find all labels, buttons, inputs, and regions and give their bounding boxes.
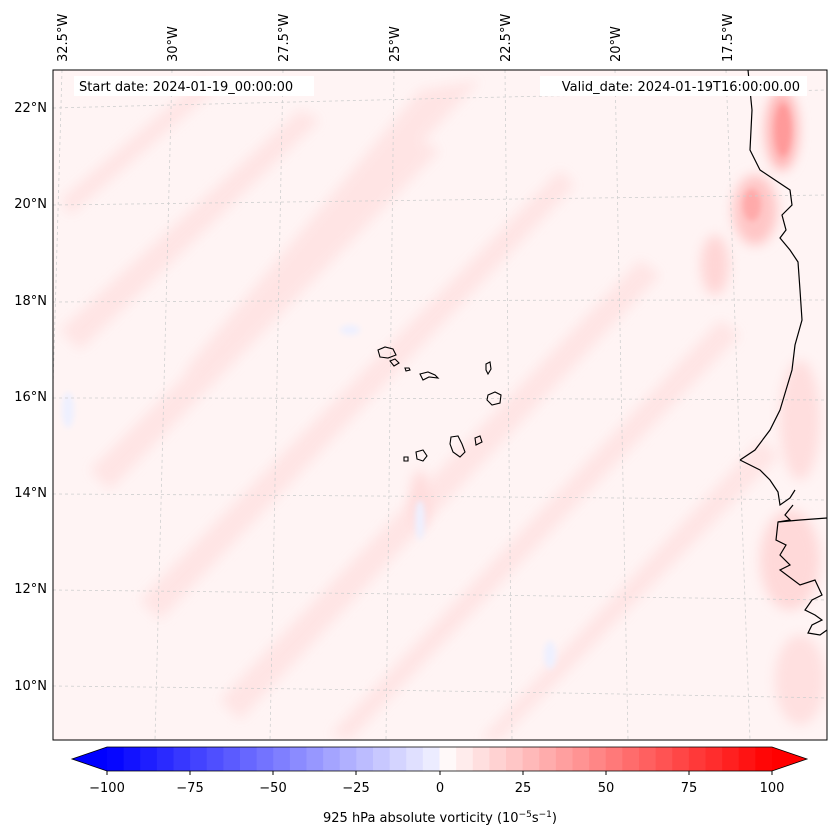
colorbar-cell [722, 747, 740, 771]
start-date-box [74, 76, 314, 96]
colorbar-cell [755, 747, 773, 771]
colorbar-cell [539, 747, 557, 771]
colorbar-cell [672, 747, 690, 771]
cb-tick-label: 75 [681, 781, 698, 796]
lon-label-27-5w: 27.5°W [277, 14, 292, 62]
colorbar-cell [190, 747, 208, 771]
map-frame [52, 69, 828, 741]
colorbar-cell [223, 747, 241, 771]
lon-label-20w: 20°W [609, 26, 624, 62]
colorbar-cell [107, 747, 125, 771]
colorbar-cell [705, 747, 723, 771]
latitude-labels: 22°N 20°N 18°N 16°N 14°N 12°N 10°N [14, 101, 47, 694]
colorbar-cell [738, 747, 756, 771]
colorbar-cell [123, 747, 141, 771]
cb-tick-label: −100 [89, 781, 125, 796]
valid-date-box [540, 76, 807, 96]
lon-label-32-5w: 32.5°W [56, 14, 71, 62]
cape-verde-islands [377, 346, 502, 462]
colorbar-cell [156, 747, 174, 771]
colorbar-extend-max [772, 747, 807, 771]
island-santo-antao [377, 346, 397, 359]
colorbar-cell [688, 747, 706, 771]
island-santa-luzia [404, 367, 411, 372]
lat-label-14n: 14°N [14, 486, 47, 501]
lon-label-17-5w: 17.5°W [721, 14, 736, 62]
island-brava [403, 456, 409, 462]
colorbar-cell [256, 747, 274, 771]
island-boa-vista [486, 391, 502, 406]
island-maio [474, 435, 483, 446]
africa-coast-south [739, 459, 827, 636]
colorbar-label: 925 hPa absolute vorticity (10−5s−1) [323, 810, 557, 826]
colorbar-cell [555, 747, 573, 771]
colorbar-cell [339, 747, 357, 771]
island-fogo [415, 449, 428, 462]
colorbar-extend-min [72, 747, 107, 771]
colorbar-cell [323, 747, 341, 771]
island-santiago [449, 435, 466, 458]
lat-label-18n: 18°N [14, 294, 47, 309]
colorbar-cells [107, 747, 773, 771]
colorbar: −100 −75 −50 −25 0 25 50 75 100 925 hPa … [70, 746, 809, 826]
island-sao-vicente [389, 358, 400, 367]
colorbar-cell [173, 747, 191, 771]
lat-label-10n: 10°N [14, 679, 47, 694]
colorbar-cell [572, 747, 590, 771]
colorbar-cell [389, 747, 407, 771]
colorbar-cell [655, 747, 673, 771]
cb-tick-label: 0 [436, 781, 444, 796]
lat-label-12n: 12°N [14, 582, 47, 597]
colorbar-cell [140, 747, 158, 771]
lat-label-22n: 22°N [14, 101, 47, 116]
valid-date-text: Valid_date: 2024-01-19T16:00:00.00 [562, 80, 800, 95]
cb-tick-label: 100 [760, 781, 785, 796]
coastlines [739, 70, 827, 636]
map-panel: Start date: 2024-01-19_00:00:00 Valid_da… [52, 69, 828, 741]
lon-label-25w: 25°W [388, 26, 403, 62]
island-sal [485, 361, 492, 376]
colorbar-cell [439, 747, 457, 771]
colorbar-cell [356, 747, 374, 771]
colorbar-cell [472, 747, 490, 771]
graticule [53, 70, 827, 740]
colorbar-cell [373, 747, 391, 771]
africa-coast-north [739, 70, 803, 461]
colorbar-cell [306, 747, 324, 771]
colorbar-cell [240, 747, 258, 771]
colorbar-cell [422, 747, 440, 771]
colorbar-cell [639, 747, 657, 771]
lon-label-30w: 30°W [166, 26, 181, 62]
lon-label-22-5w: 22.5°W [499, 14, 514, 62]
colorbar-cell [622, 747, 640, 771]
lat-label-16n: 16°N [14, 390, 47, 405]
colorbar-cell [605, 747, 623, 771]
colorbar-ticks [106, 771, 773, 775]
island-sao-nicolau [419, 371, 440, 381]
start-date-text: Start date: 2024-01-19_00:00:00 [79, 80, 293, 95]
colorbar-cell [289, 747, 307, 771]
colorbar-cell [273, 747, 291, 771]
colorbar-cell [456, 747, 474, 771]
colorbar-cell [489, 747, 507, 771]
cb-tick-label: −25 [342, 781, 369, 796]
colorbar-tick-labels: −100 −75 −50 −25 0 25 50 75 100 [89, 781, 784, 796]
colorbar-cell [522, 747, 540, 771]
colorbar-cell [406, 747, 424, 771]
colorbar-cell [506, 747, 524, 771]
lat-label-20n: 20°N [14, 197, 47, 212]
vorticity-field [53, 70, 827, 740]
cb-tick-label: 50 [598, 781, 615, 796]
colorbar-cell [206, 747, 224, 771]
colorbar-cell [589, 747, 607, 771]
cb-tick-label: −75 [176, 781, 203, 796]
longitude-labels: 32.5°W 30°W 27.5°W 25°W 22.5°W 20°W 17.5… [56, 14, 736, 62]
cb-tick-label: 25 [515, 781, 532, 796]
cb-tick-label: −50 [259, 781, 286, 796]
